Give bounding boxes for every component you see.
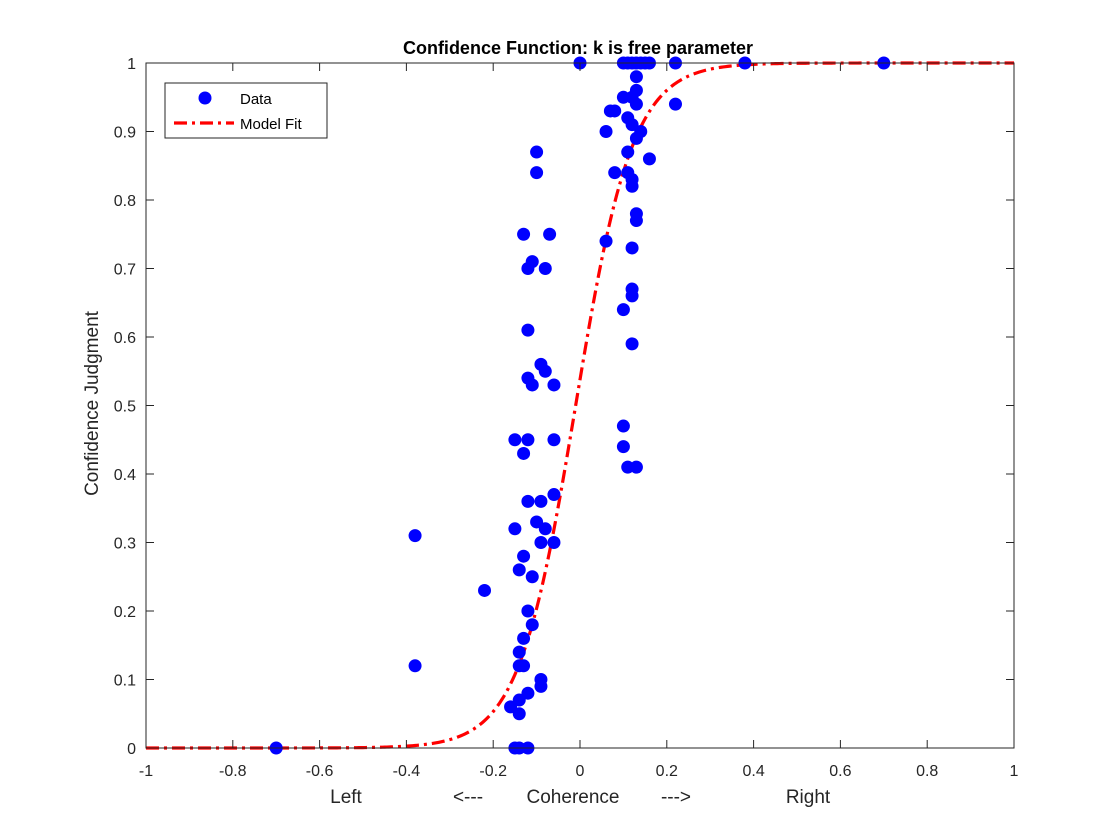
data-point — [538, 262, 552, 275]
data-point — [517, 446, 531, 460]
data-point — [629, 70, 643, 84]
data-point — [534, 536, 548, 549]
data-point — [547, 433, 561, 447]
data-point — [629, 214, 643, 228]
data-point — [629, 97, 643, 111]
data-point — [530, 145, 544, 159]
data-point — [530, 166, 544, 180]
y-tick-label: 0.3 — [114, 536, 136, 553]
data-point — [668, 97, 682, 111]
data-point — [521, 686, 535, 700]
y-tick-label: 0.8 — [114, 193, 136, 210]
data-point — [625, 289, 639, 303]
legend-label-model-fit: Model Fit — [240, 116, 303, 133]
data-point — [616, 440, 630, 454]
data-point — [547, 378, 561, 392]
data-point — [625, 337, 639, 351]
data-point — [538, 364, 552, 378]
y-axis-label: Confidence Judgment — [82, 310, 103, 496]
data-point — [408, 529, 422, 543]
data-point — [534, 494, 548, 508]
x-axis-label-left: Left — [330, 787, 362, 808]
data-point — [508, 433, 522, 447]
ticks: -1 -0.8 -0.6 -0.4 -0.2 0 0.2 0.4 0.6 0.8 1 0 0.1 0.2 0… — [114, 56, 1019, 780]
data-point — [599, 234, 613, 248]
data-point — [525, 378, 539, 392]
x-tick-label: 0.6 — [829, 763, 851, 780]
x-tick-label: 0 — [576, 763, 585, 780]
y-tick-label: 0.7 — [114, 262, 136, 279]
y-tick-label: 0.9 — [114, 125, 136, 142]
data-point — [525, 255, 539, 269]
x-axis-label-right: Right — [786, 787, 831, 808]
legend-marker-data — [198, 91, 212, 105]
chart-title: Confidence Function: k is free parameter — [403, 38, 753, 58]
x-tick-label: 0.8 — [916, 763, 938, 780]
x-tick-label: -0.8 — [219, 763, 247, 780]
data-point — [625, 118, 639, 132]
data-point — [543, 227, 557, 241]
y-tick-label: 0.1 — [114, 673, 136, 690]
data-point — [599, 125, 613, 138]
y-tick-label: 0 — [127, 741, 136, 758]
data-point — [629, 460, 643, 474]
x-tick-label: -0.2 — [479, 763, 507, 780]
y-tick-label: 0.6 — [114, 330, 136, 347]
data-point — [547, 488, 561, 502]
x-tick-label: 0.2 — [656, 763, 678, 780]
y-tick-label: 1 — [127, 56, 136, 73]
x-axis-label-right-arrow: ---> — [661, 787, 691, 808]
data-point — [521, 494, 535, 508]
y-tick-label: 0.2 — [114, 604, 136, 621]
data-point — [408, 659, 422, 673]
data-point — [534, 679, 548, 693]
x-tick-label: -0.6 — [306, 763, 334, 780]
y-tick-label: 0.5 — [114, 399, 136, 416]
data-point — [512, 563, 526, 577]
x-tick-label: -1 — [139, 763, 153, 780]
x-axis-label: Left <--- Coherence ---> Right — [330, 787, 831, 808]
data-point — [521, 604, 535, 618]
data-point — [478, 583, 492, 597]
data-point — [517, 631, 531, 645]
data-point — [642, 152, 656, 166]
legend-label-data: Data — [240, 91, 272, 108]
x-axis-label-left-arrow: <--- — [453, 787, 483, 808]
data-point — [517, 227, 531, 241]
data-point — [508, 522, 522, 536]
x-tick-label: -0.4 — [393, 763, 421, 780]
data-point — [517, 659, 531, 673]
data-point — [629, 83, 643, 97]
data-point — [512, 645, 526, 659]
plot-area — [146, 63, 1014, 748]
data-point — [616, 419, 630, 433]
data-point — [608, 166, 622, 180]
data-point — [504, 700, 518, 714]
data-point — [625, 179, 639, 193]
x-tick-label: 0.4 — [742, 763, 764, 780]
data-point — [517, 549, 531, 563]
data-point — [634, 125, 648, 138]
data-point — [521, 323, 535, 337]
x-tick-label: 1 — [1010, 763, 1019, 780]
data-point — [616, 303, 630, 317]
legend-box — [164, 82, 328, 139]
x-axis-label-coherence: Coherence — [527, 787, 620, 808]
data-point — [512, 693, 526, 707]
data-point — [525, 618, 539, 632]
data-point — [512, 707, 526, 721]
data-point — [538, 522, 552, 536]
y-tick-label: 0.4 — [114, 467, 136, 484]
legend: Data Model Fit — [164, 82, 328, 139]
data-point — [525, 570, 539, 584]
data-point — [625, 241, 639, 255]
data-point — [521, 433, 535, 447]
data-point — [608, 104, 622, 118]
data-point — [547, 536, 561, 549]
data-point — [621, 145, 635, 159]
data-point — [530, 515, 544, 529]
data-points-layer — [269, 56, 891, 755]
